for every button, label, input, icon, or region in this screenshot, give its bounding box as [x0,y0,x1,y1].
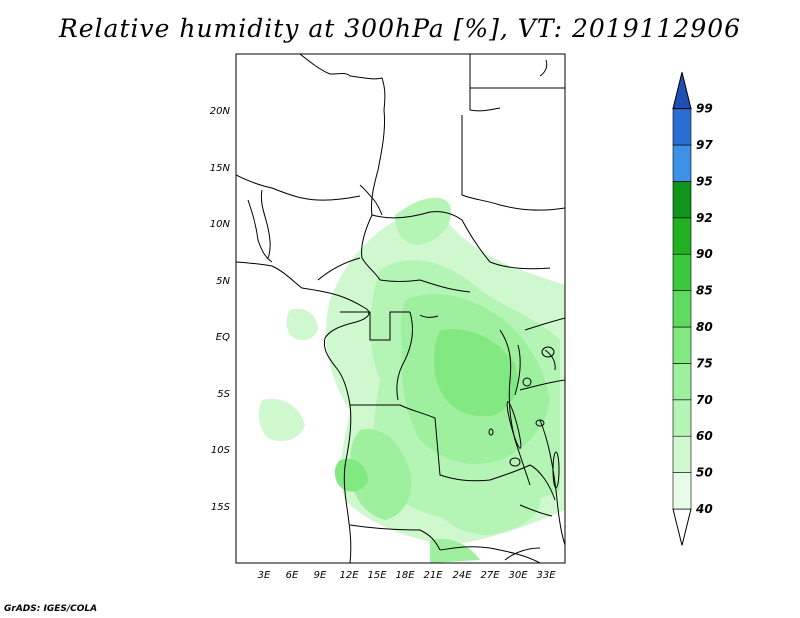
colorbar-low-triangle [672,508,692,546]
lon-tick-label: 15E [367,570,387,581]
map-frame [235,53,566,564]
map-panel [236,54,565,563]
colorbar: 40 50 60 70 75 80 85 90 92 95 97 99 [672,72,713,546]
colorbar-box [672,253,692,291]
map-title: Relative humidity at 300hPa [%], VT: 201… [58,14,742,43]
lon-tick-label: 24E [452,570,472,581]
colorbar-box [672,435,692,473]
colorbar-box [672,144,692,182]
lon-axis: 3E 6E 9E 12E 15E 18E 21E 24E 27E 30E 33E [258,570,557,581]
colorbar-box [672,217,692,255]
colorbar-level-label: 92 [696,211,713,225]
colorbar-box [672,472,692,510]
lon-tick-label: 9E [314,570,327,581]
colorbar-level-label: 50 [696,466,713,480]
colorbar-box [672,363,692,401]
colorbar-level-label: 99 [696,102,713,116]
lon-tick-label: 33E [536,570,556,581]
colorbar-level-label: 40 [695,502,713,516]
lat-tick-label: 5N [216,276,230,287]
colorbar-level-label: 80 [696,320,713,334]
lon-tick-label: 30E [508,570,528,581]
colorbar-box [672,181,692,219]
colorbar-high-triangle [672,72,692,110]
lat-tick-label: 15S [211,502,231,513]
colorbar-level-label: 95 [696,174,713,188]
colorbar-box [672,399,692,437]
lon-tick-label: 3E [258,570,271,581]
colorbar-level-label: 75 [696,356,713,370]
humidity-shading [258,197,565,563]
lat-tick-label: 15N [210,163,231,174]
lon-tick-label: 27E [480,570,500,581]
colorbar-level-label: 90 [696,247,713,261]
lakes [488,346,560,489]
colorbar-level-label: 70 [696,393,713,407]
country-borders [236,54,565,563]
colorbar-box [672,108,692,146]
lon-tick-label: 21E [423,570,443,581]
colorbar-level-label: 97 [696,138,713,152]
lat-tick-label: 10N [210,219,231,230]
lat-tick-label: EQ [216,332,230,343]
lon-tick-label: 12E [339,570,359,581]
lat-axis: 20N 15N 10N 5N EQ 5S 10S 15S [210,106,231,513]
lat-tick-label: 10S [211,445,231,456]
colorbar-box [672,326,692,364]
lat-tick-label: 20N [210,106,231,117]
colorbar-level-label: 60 [696,429,713,443]
colorbar-level-label: 85 [696,284,713,298]
lon-tick-label: 6E [286,570,299,581]
lat-tick-label: 5S [217,389,230,400]
lon-tick-label: 18E [395,570,415,581]
colorbar-box [672,290,692,328]
grads-credit: GrADS: IGES/COLA [4,604,98,614]
